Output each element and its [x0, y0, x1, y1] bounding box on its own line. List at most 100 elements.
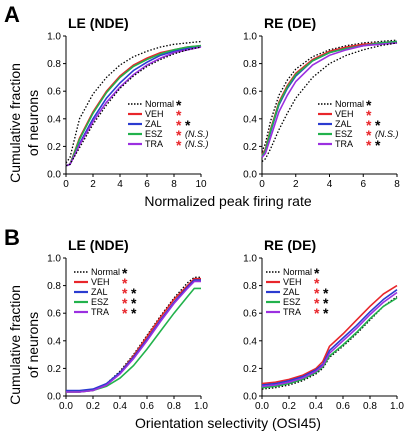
legend: Normal *VEH *ZAL * *ESZ * (N.S.)TRA * *	[318, 97, 399, 153]
legend-label-veh: VEH	[283, 277, 302, 287]
legend-star: *	[366, 117, 372, 133]
legend-label-zal: ZAL	[335, 119, 352, 129]
xlabel-b: Orientation selectivity (OSI45)	[135, 415, 321, 431]
legend-star: *	[122, 265, 128, 281]
legend-star: *	[366, 137, 372, 153]
x-tick-label: 0.8	[363, 401, 377, 412]
y-tick-label: 0.0	[243, 392, 257, 403]
ylabel-b-line1: Cumulative fraction	[7, 285, 23, 405]
legend-star: *	[122, 285, 128, 301]
x-tick-label: 2	[293, 179, 299, 190]
y-tick-label: 0.6	[47, 87, 61, 98]
series-esz-line	[65, 44, 202, 167]
y-tick-label: 0.4	[47, 114, 61, 125]
x-tick-label: 0.2	[86, 401, 100, 412]
legend-ns-label: (N.S.)	[185, 139, 209, 149]
legend-ns-label: (N.S.)	[375, 129, 399, 139]
legend-label-tra: TRA	[335, 139, 353, 149]
y-tick-label: 0.6	[47, 309, 61, 320]
series-tra-line	[66, 280, 201, 393]
legend-star: *	[366, 97, 372, 113]
y-tick-label: 0.4	[243, 336, 257, 347]
legend-star: *	[176, 107, 182, 123]
x-tick-label: 0	[259, 179, 265, 190]
legend-star: *	[323, 285, 329, 301]
legend-label-tra: TRA	[283, 307, 301, 317]
x-tick-label: 8	[394, 179, 400, 190]
legend-label-veh: VEH	[145, 109, 164, 119]
legend-label-normal: Normal	[283, 267, 312, 277]
series-zal-line	[261, 289, 398, 386]
y-tick-label: 0.2	[243, 364, 257, 375]
x-tick-label: 6	[360, 179, 366, 190]
y-tick-label: 0.8	[47, 281, 61, 292]
legend-star: *	[176, 137, 182, 153]
series-tra-line	[261, 42, 398, 158]
legend-star: *	[122, 305, 128, 321]
legend-label-zal: ZAL	[91, 287, 108, 297]
legend-ns-label: (N.S.)	[185, 129, 209, 139]
x-tick-label: 0.0	[255, 401, 269, 412]
ylabel-b-line2: of neurons	[25, 312, 41, 378]
series-normal-line	[65, 46, 202, 167]
legend: Normal *VEH *ZAL * *ESZ * *TRA * *	[74, 265, 137, 321]
x-tick-label: 0	[63, 179, 69, 190]
series-zal-line	[66, 279, 201, 392]
series-normal-line	[66, 276, 201, 393]
y-tick-label: 0.4	[47, 336, 61, 347]
y-tick-label: 1.0	[47, 32, 61, 43]
x-tick-label: 0.6	[336, 401, 350, 412]
legend-star: *	[176, 127, 182, 143]
y-tick-label: 0.4	[243, 114, 257, 125]
legend-label-tra: TRA	[91, 307, 109, 317]
series-normal-line	[261, 296, 398, 390]
legend-label-normal: Normal	[335, 99, 364, 109]
series-esz-line	[261, 297, 398, 389]
legend-star: *	[314, 305, 320, 321]
legend-star: *	[366, 127, 372, 143]
panel-letter-b: B	[4, 225, 20, 250]
legend-star: *	[176, 117, 182, 133]
x-tick-label: 1.0	[194, 401, 208, 412]
legend-star: *	[323, 295, 329, 311]
plot-title: LE (NDE)	[68, 15, 129, 31]
y-tick-label: 0.8	[243, 281, 257, 292]
y-tick-label: 0.0	[47, 392, 61, 403]
y-tick-label: 0.8	[47, 59, 61, 70]
x-tick-label: 0.2	[282, 401, 296, 412]
legend-label-esz: ESZ	[283, 297, 301, 307]
legend-star: *	[323, 305, 329, 321]
legend-label-normal: Normal	[145, 99, 174, 109]
legend-star: *	[131, 295, 137, 311]
y-tick-label: 0.6	[243, 87, 257, 98]
legend-star: *	[314, 295, 320, 311]
x-tick-label: 0.4	[309, 401, 323, 412]
legend-label-veh: VEH	[335, 109, 354, 119]
ylabel-a-line1: Cumulative fraction	[7, 63, 23, 183]
legend-star: *	[314, 275, 320, 291]
y-tick-label: 0.2	[47, 364, 61, 375]
legend-label-zal: ZAL	[283, 287, 300, 297]
series-normal-line	[261, 42, 398, 163]
legend-label-esz: ESZ	[335, 129, 353, 139]
plot-title: RE (DE)	[264, 237, 316, 253]
series-normal-line	[261, 39, 398, 153]
x-tick-label: 4	[117, 179, 123, 190]
legend-star: *	[314, 285, 320, 301]
x-tick-label: 0.8	[167, 401, 181, 412]
plot-b-le: LE (NDE) 0.0 0.2 0.4 0.6 0.8 1.0 0.0 0.2 0.4 0.6 0.…	[47, 237, 208, 412]
legend-star: *	[176, 97, 182, 113]
y-tick-label: 0.2	[47, 142, 61, 153]
x-tick-label: 8	[171, 179, 177, 190]
legend-star: *	[314, 265, 320, 281]
legend-label-esz: ESZ	[145, 129, 163, 139]
plot-title: LE (NDE)	[68, 237, 129, 253]
series-normal-line	[65, 40, 202, 164]
plot-title: RE (DE)	[264, 15, 316, 31]
legend-star: *	[131, 305, 137, 321]
y-tick-label: 0.2	[243, 142, 257, 153]
